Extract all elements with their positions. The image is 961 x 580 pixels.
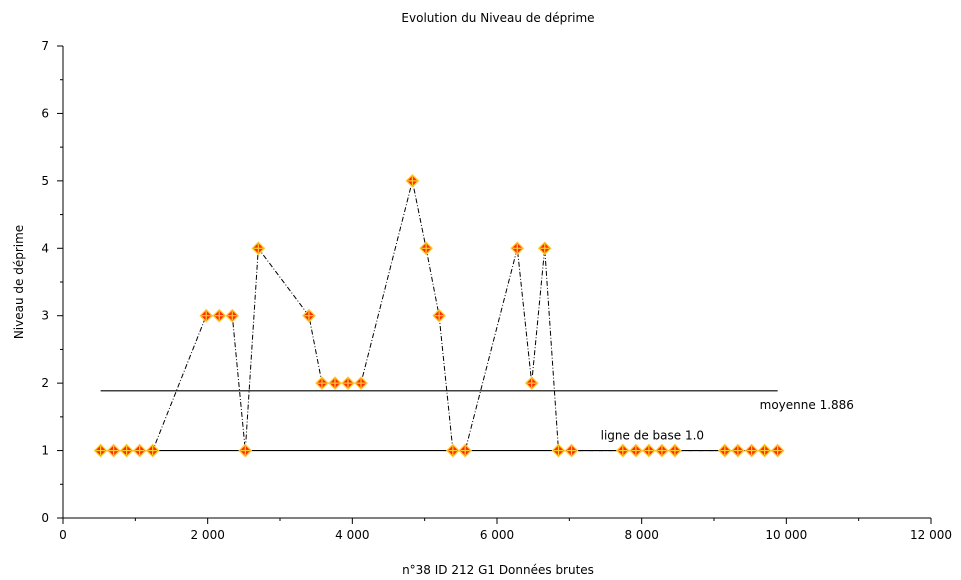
x-tick-label: 12 000 bbox=[910, 528, 952, 542]
data-point bbox=[132, 443, 147, 458]
y-tick-label: 7 bbox=[41, 39, 49, 53]
data-point bbox=[458, 443, 473, 458]
data-point bbox=[419, 241, 434, 256]
y-tick-label: 5 bbox=[41, 174, 49, 188]
x-tick-label: 10 000 bbox=[765, 528, 807, 542]
plot-area: 0 2 000 4 000 6 000 8 000 10 000 12 000 0 1 2 3 4 5… bbox=[41, 39, 952, 542]
chart-title: Evolution du Niveau de déprime bbox=[401, 11, 594, 25]
y-tick-label: 4 bbox=[41, 241, 49, 255]
data-point bbox=[717, 443, 732, 458]
data-point bbox=[615, 443, 630, 458]
data-point bbox=[564, 443, 579, 458]
data-point bbox=[212, 308, 227, 323]
reference-lines: moyenne 1.886 ligne de base 1.0 bbox=[100, 390, 854, 452]
data-point bbox=[628, 443, 643, 458]
data-point bbox=[106, 443, 121, 458]
data-point bbox=[315, 376, 329, 391]
data-point bbox=[238, 443, 253, 458]
x-axis-ticks: 0 2 000 4 000 6 000 8 000 10 000 12 000 bbox=[59, 518, 952, 542]
data-point bbox=[668, 443, 682, 458]
data-point bbox=[341, 376, 355, 391]
reference-line-label: moyenne 1.886 bbox=[760, 398, 854, 412]
data-point bbox=[432, 308, 447, 323]
y-tick-label: 0 bbox=[41, 511, 49, 525]
y-tick-label: 6 bbox=[41, 106, 49, 120]
series-markers bbox=[93, 173, 785, 458]
data-point bbox=[655, 443, 669, 458]
data-point bbox=[730, 443, 745, 458]
y-tick-label: 2 bbox=[41, 376, 49, 390]
data-point bbox=[744, 443, 759, 458]
data-point bbox=[354, 376, 368, 391]
data-point bbox=[225, 308, 240, 323]
data-point bbox=[524, 376, 539, 391]
data-point bbox=[145, 443, 160, 458]
reference-line-label: ligne de base 1.0 bbox=[601, 429, 704, 443]
x-tick-label: 0 bbox=[59, 528, 67, 542]
data-point bbox=[199, 308, 214, 323]
y-tick-label: 3 bbox=[41, 309, 49, 323]
data-point bbox=[551, 443, 566, 458]
data-point bbox=[405, 173, 420, 188]
x-tick-label: 2 000 bbox=[190, 528, 224, 542]
data-point bbox=[302, 308, 316, 323]
data-point bbox=[537, 241, 552, 256]
data-point bbox=[445, 443, 460, 458]
x-tick-label: 8 000 bbox=[624, 528, 658, 542]
data-point bbox=[757, 443, 772, 458]
data-point bbox=[251, 241, 266, 256]
data-point bbox=[510, 241, 525, 256]
data-point bbox=[328, 376, 342, 391]
data-point bbox=[641, 443, 656, 458]
y-axis-label: Niveau de déprime bbox=[12, 225, 26, 339]
x-axis-label: n°38 ID 212 G1 Données brutes bbox=[402, 563, 594, 577]
data-point bbox=[119, 443, 134, 458]
data-point bbox=[93, 443, 108, 458]
data-point bbox=[770, 443, 785, 458]
y-axis-ticks: 0 1 2 3 4 5 6 7 bbox=[41, 39, 63, 525]
x-tick-label: 6 000 bbox=[480, 528, 514, 542]
x-tick-label: 4 000 bbox=[335, 528, 369, 542]
y-tick-label: 1 bbox=[41, 444, 49, 458]
